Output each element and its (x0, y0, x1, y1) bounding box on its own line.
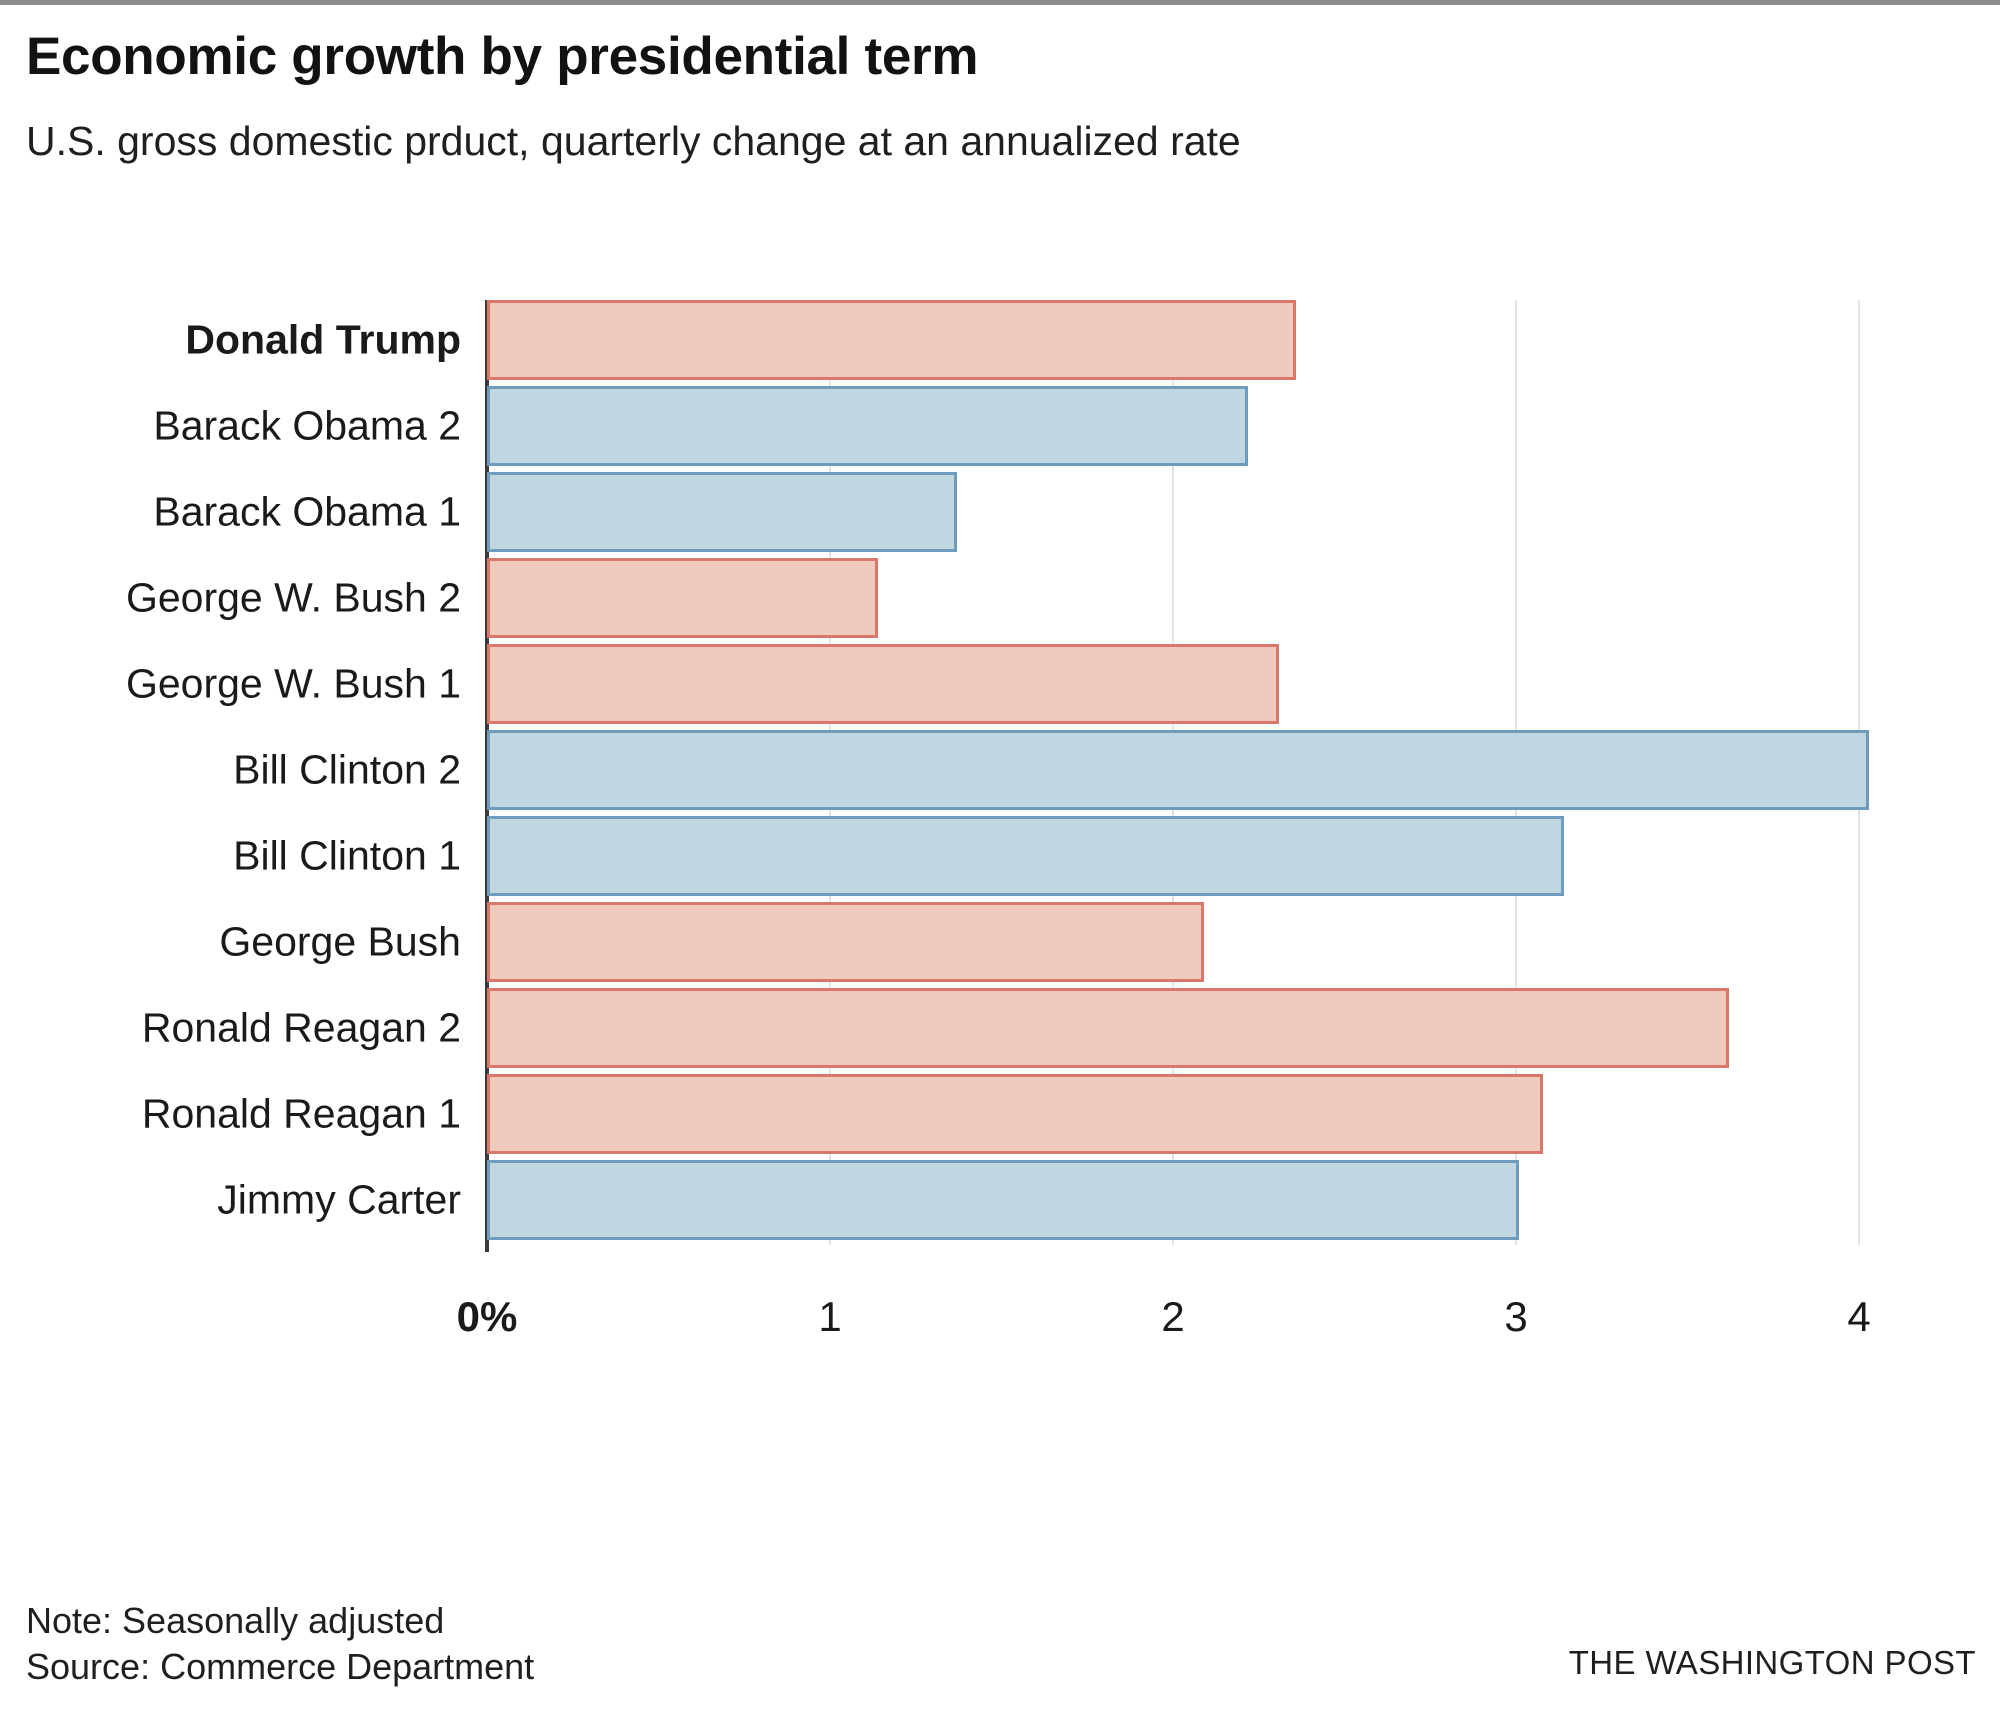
chart-footer: Note: Seasonally adjusted Source: Commer… (26, 1598, 1976, 1690)
bar-row[interactable]: Bill Clinton 2 (0, 730, 2000, 810)
bar-rep[interactable] (487, 558, 879, 638)
bar-label: Barack Obama 2 (153, 402, 461, 449)
bar-label: Bill Clinton 2 (233, 746, 461, 793)
bar-row[interactable]: Barack Obama 2 (0, 386, 2000, 466)
bar-dem[interactable] (487, 730, 1870, 810)
chart-header: Economic growth by presidential term U.S… (26, 30, 1976, 162)
page-title: Economic growth by presidential term (26, 27, 979, 86)
bar-dem[interactable] (487, 472, 957, 552)
x-tick-label: 0% (456, 1293, 518, 1340)
bar-dem[interactable] (487, 816, 1565, 896)
bar-row[interactable]: Jimmy Carter (0, 1160, 2000, 1240)
bar-row[interactable]: Bill Clinton 1 (0, 816, 2000, 896)
bar-row[interactable]: George W. Bush 1 (0, 644, 2000, 724)
publisher-credit: THE WASHINGTON POST (1568, 1644, 1976, 1681)
x-tick-label: 1 (818, 1293, 842, 1340)
bar-rep[interactable] (487, 644, 1280, 724)
bar-label: George W. Bush 1 (125, 660, 461, 707)
bar-series: Donald Trump Barack Obama 2 Barack Obama 1… (0, 300, 2000, 1246)
bar-row[interactable]: Ronald Reagan 2 (0, 988, 2000, 1068)
bar-label: Bill Clinton 1 (233, 832, 461, 879)
x-tick-label: 2 (1161, 1293, 1185, 1340)
bar-rep[interactable] (487, 300, 1297, 380)
bar-row[interactable]: George W. Bush 2 (0, 558, 2000, 638)
bar-label: George Bush (219, 918, 461, 965)
bar-rep[interactable] (487, 988, 1729, 1068)
note-text: Note: Seasonally adjusted (26, 1600, 445, 1641)
x-tick-label: 3 (1504, 1293, 1528, 1340)
chart-subtitle: U.S. gross domestic prduct, quarterly ch… (26, 118, 1241, 164)
bar-row[interactable]: Ronald Reagan 1 (0, 1074, 2000, 1154)
bar-row[interactable]: Barack Obama 1 (0, 472, 2000, 552)
x-tick-label: 4 (1847, 1293, 1871, 1340)
bar-dem[interactable] (487, 1160, 1520, 1240)
bar-rep[interactable] (487, 1074, 1544, 1154)
bar-label: Ronald Reagan 2 (141, 1004, 461, 1051)
bar-row[interactable]: Donald Trump (0, 300, 2000, 380)
bar-label: Jimmy Carter (217, 1176, 461, 1223)
bar-rep[interactable] (487, 902, 1204, 982)
source-text: Source: Commerce Department (26, 1646, 535, 1688)
bar-label: Barack Obama 1 (153, 488, 461, 535)
bar-label: Donald Trump (185, 316, 461, 363)
bar-chart-plot: Donald Trump Barack Obama 2 Barack Obama 1… (0, 300, 2000, 1450)
bar-label: George W. Bush 2 (125, 574, 461, 621)
bar-row[interactable]: George Bush (0, 902, 2000, 982)
bar-label: Ronald Reagan 1 (141, 1090, 461, 1137)
bar-dem[interactable] (487, 386, 1249, 466)
x-axis: 0% 1 2 3 4 (0, 1252, 2000, 1372)
top-rule (0, 0, 2000, 5)
